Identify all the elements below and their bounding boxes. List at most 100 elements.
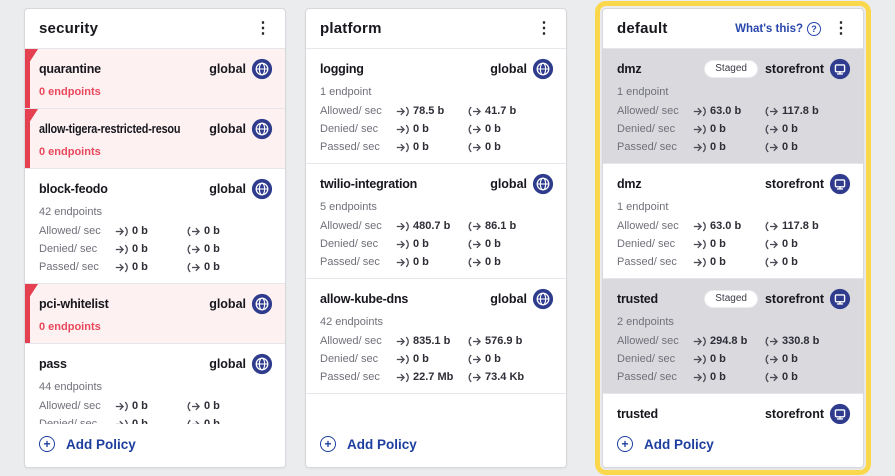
inbound-arrow-icon	[693, 372, 706, 382]
outbound-value: 0 b	[485, 256, 501, 268]
metrics-table: Allowed/ sec 63.0 b 117.8 b Denied/ sec …	[617, 105, 851, 153]
whats-this-link[interactable]: What's this? ?	[735, 21, 821, 36]
outbound-value: 576.9 b	[485, 335, 523, 347]
column-header: default What's this? ? ⋮	[603, 9, 863, 49]
policy-list: logging global 1 endpoint Allowed/ sec 7…	[306, 49, 566, 424]
scope-icon-badge	[829, 173, 851, 195]
metric-label: Passed/ sec	[320, 141, 380, 153]
add-policy-label: Add Policy	[66, 436, 136, 452]
outbound-arrow-icon	[468, 354, 481, 364]
outbound-value: 0 b	[485, 123, 501, 135]
outbound-value: 0 b	[782, 353, 798, 365]
staged-badge: Staged	[704, 290, 758, 308]
policy-scope-label: global	[209, 182, 246, 196]
policy-card-header: dmz storefront	[617, 173, 851, 195]
inbound-arrow-icon	[115, 244, 128, 254]
outbound-value: 0 b	[204, 418, 220, 424]
metric-row: Allowed/ sec 63.0 b 117.8 b	[617, 105, 851, 117]
policy-name: pass	[39, 357, 67, 371]
add-policy-button[interactable]: + Add Policy	[39, 436, 136, 452]
inbound-arrow-icon	[693, 239, 706, 249]
add-policy-label: Add Policy	[347, 436, 417, 452]
column-title: default	[617, 20, 668, 37]
policy-name: pci-whitelist	[39, 297, 109, 311]
metric-label: Allowed/ sec	[320, 220, 382, 232]
inbound-arrow-icon	[115, 419, 128, 424]
inbound-arrow-icon	[693, 106, 706, 116]
policy-card[interactable]: dmz storefront 1 endpoint Allowed/ sec 6…	[603, 164, 863, 279]
policy-card[interactable]: trusted Staged storefront 2 endpoints Al…	[603, 279, 863, 394]
metric-label: Allowed/ sec	[617, 220, 679, 232]
policy-column-default: default What's this? ? ⋮ dmz Staged stor…	[595, 1, 871, 475]
outbound-arrow-icon	[765, 336, 778, 346]
inbound-arrow-icon	[693, 354, 706, 364]
inbound-value: 0 b	[710, 123, 726, 135]
outbound-arrow-icon	[765, 239, 778, 249]
policy-card[interactable]: dmz Staged storefront 1 endpoint Allowed…	[603, 49, 863, 164]
endpoints-count: 0 endpoints	[39, 321, 101, 333]
policy-card-header: dmz Staged storefront	[617, 58, 851, 80]
storefront-icon	[829, 288, 851, 310]
policy-scope-label: global	[209, 122, 246, 136]
policy-card-header: pass global	[39, 353, 273, 375]
policy-card[interactable]: allow-kube-dns global 42 endpoints Allow…	[306, 279, 566, 394]
policy-name: dmz	[617, 177, 642, 191]
policy-scope-label: storefront	[764, 177, 824, 191]
policy-name: quarantine	[39, 62, 101, 76]
outbound-arrow-icon	[468, 257, 481, 267]
inbound-arrow-icon	[693, 142, 706, 152]
inbound-arrow-icon	[115, 226, 128, 236]
scope-icon-badge	[532, 288, 554, 310]
policy-card[interactable]: quarantine global 0 endpoints	[25, 49, 285, 109]
metric-row: Denied/ sec 0 b 0 b	[39, 243, 273, 255]
metrics-table: Allowed/ sec 63.0 b 117.8 b Denied/ sec …	[617, 220, 851, 268]
inbound-value: 0 b	[132, 261, 148, 273]
outbound-value: 73.4 Kb	[485, 371, 525, 383]
outbound-arrow-icon	[187, 401, 200, 411]
policy-card[interactable]: pass global 44 endpoints Allowed/ sec 0 …	[25, 344, 285, 424]
add-policy-button[interactable]: + Add Policy	[617, 436, 714, 452]
outbound-value: 0 b	[204, 225, 220, 237]
outbound-value: 0 b	[485, 141, 501, 153]
plus-circle-icon: +	[617, 436, 633, 452]
inbound-arrow-icon	[396, 257, 409, 267]
scope-icon-badge	[251, 58, 273, 80]
inbound-value: 0 b	[132, 243, 148, 255]
outbound-arrow-icon	[468, 142, 481, 152]
scope-icon-badge	[251, 353, 273, 375]
policy-card[interactable]: twilio-integration global 5 endpoints Al…	[306, 164, 566, 279]
inbound-arrow-icon	[396, 336, 409, 346]
metrics-table: Allowed/ sec 294.8 b 330.8 b Denied/ sec…	[617, 335, 851, 383]
policy-name: twilio-integration	[320, 177, 418, 191]
metric-label: Allowed/ sec	[617, 335, 679, 347]
column-menu-button[interactable]: ⋮	[251, 20, 275, 37]
policy-card[interactable]: block-feodo global 42 endpoints Allowed/…	[25, 169, 285, 284]
policy-name: trusted	[617, 407, 658, 421]
add-policy-button[interactable]: + Add Policy	[320, 436, 417, 452]
inbound-arrow-icon	[115, 401, 128, 411]
metric-row: Denied/ sec 0 b 0 b	[320, 123, 554, 135]
policy-name: allow-kube-dns	[320, 292, 409, 306]
policy-card[interactable]: pci-whitelist global 0 endpoints	[25, 284, 285, 344]
outbound-arrow-icon	[765, 372, 778, 382]
metrics-table: Allowed/ sec 480.7 b 86.1 b Denied/ sec …	[320, 220, 554, 268]
policy-scope-label: global	[490, 177, 527, 191]
scope-icon-badge	[532, 173, 554, 195]
policy-card[interactable]: logging global 1 endpoint Allowed/ sec 7…	[306, 49, 566, 164]
column-menu-button[interactable]: ⋮	[532, 20, 556, 37]
policy-card[interactable]: allow-tigera-restricted-resources global…	[25, 109, 285, 169]
plus-circle-icon: +	[320, 436, 336, 452]
outbound-arrow-icon	[765, 124, 778, 134]
column-menu-button[interactable]: ⋮	[829, 20, 853, 37]
metric-label: Denied/ sec	[320, 238, 379, 250]
endpoints-count: 1 endpoint	[617, 86, 669, 98]
policy-card[interactable]: trusted storefront	[603, 394, 863, 424]
policy-card-header: twilio-integration global	[320, 173, 554, 195]
outbound-value: 41.7 b	[485, 105, 517, 117]
metric-row: Allowed/ sec 480.7 b 86.1 b	[320, 220, 554, 232]
outbound-value: 117.8 b	[782, 220, 819, 232]
inbound-value: 0 b	[132, 225, 148, 237]
add-policy-label: Add Policy	[644, 436, 714, 452]
metric-row: Passed/ sec 0 b 0 b	[320, 256, 554, 268]
metric-label: Allowed/ sec	[320, 335, 382, 347]
